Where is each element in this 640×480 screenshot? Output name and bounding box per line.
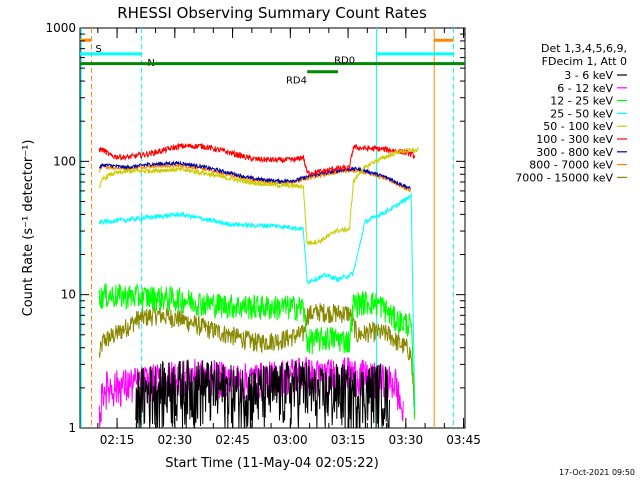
chart-title: RHESSI Observing Summary Count Rates: [117, 4, 427, 22]
series-line-4: [98, 146, 419, 247]
legend-header-1: FDecim 1, Att 0: [542, 55, 627, 68]
legend-label-7: 800 - 7000 keV: [529, 159, 613, 172]
series-line-5: [98, 142, 416, 177]
series-line-0: [135, 360, 390, 429]
legend-label-1: 6 - 12 keV: [557, 82, 613, 95]
x-tick-label-5: 03:30: [389, 433, 424, 447]
y-tick-label-3: 1000: [45, 21, 76, 35]
y-tick-label-2: 100: [53, 154, 76, 168]
x-tick-label-0: 02:15: [100, 433, 135, 447]
legend-label-3: 25 - 50 keV: [550, 107, 613, 120]
x-tick-label-4: 03:15: [331, 433, 366, 447]
series-line-8: [98, 303, 416, 416]
markers-layer: [80, 28, 454, 428]
y-axis-label: Count Rate (s⁻¹ detector⁻¹): [21, 140, 36, 317]
series-line-6: [98, 160, 412, 190]
generated-timestamp: 17-Oct-2021 09:50: [559, 468, 635, 477]
x-tick-label-3: 03:00: [273, 433, 308, 447]
legend: Det 1,3,4,5,6,9,FDecim 1, Att 03 - 6 keV…: [515, 42, 627, 184]
x-tick-label-6: 03:45: [446, 433, 481, 447]
x-tick-label-1: 02:30: [158, 433, 193, 447]
legend-label-2: 12 - 25 keV: [550, 95, 613, 108]
series-layer: [98, 142, 419, 429]
plot-frame: [79, 27, 466, 429]
x-axis-label: Start Time (11-May-04 02:05:22): [165, 456, 379, 471]
y-tick-label-1: 10: [61, 288, 76, 302]
legend-label-5: 100 - 300 keV: [536, 133, 613, 146]
annotation-label-0: S: [95, 44, 101, 55]
annotations-layer: SNRD0RD4: [80, 38, 465, 87]
legend-label-4: 50 - 100 keV: [543, 120, 613, 133]
annotation-label-4: RD0: [334, 56, 355, 67]
series-line-2: [98, 282, 416, 420]
series-line-3: [98, 192, 416, 411]
legend-label-0: 3 - 6 keV: [564, 69, 613, 82]
y-tick-label-0: 1: [68, 421, 76, 435]
legend-header-0: Det 1,3,4,5,6,9,: [541, 42, 627, 55]
annotation-label-5: RD4: [286, 76, 307, 87]
x-tick-label-2: 02:45: [215, 433, 250, 447]
legend-label-6: 300 - 800 keV: [536, 146, 613, 159]
legend-label-8: 7000 - 15000 keV: [515, 171, 613, 184]
axes-layer: 1 10 100 1000 02:15 02:30 02:45 03:00 03:15 03:30…: [45, 21, 480, 447]
